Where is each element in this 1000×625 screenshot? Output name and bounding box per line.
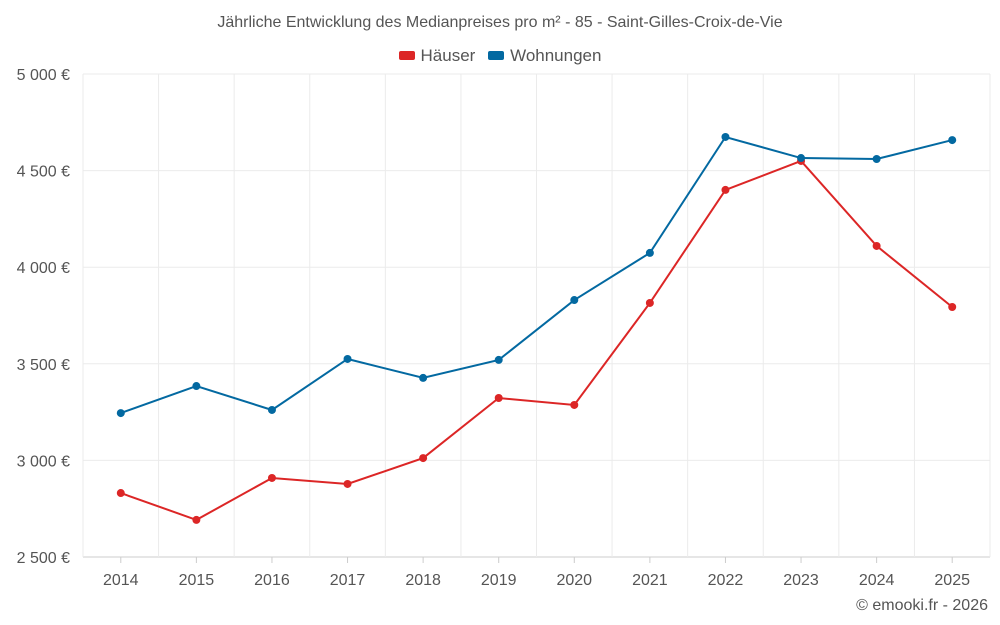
legend-label: Häuser (420, 45, 476, 65)
data-point-haeuser (721, 185, 730, 194)
data-point-wohnungen (267, 405, 276, 414)
data-point-wohnungen (116, 409, 125, 418)
data-point-haeuser (494, 393, 503, 402)
chart-title: Jährliche Entwicklung des Medianpreises … (217, 14, 783, 31)
x-tick-label: 2020 (556, 572, 592, 589)
series-line-wohnungen (120, 135, 953, 415)
data-point-haeuser (116, 489, 125, 498)
data-point-haeuser (645, 298, 654, 307)
data-point-haeuser (192, 515, 201, 524)
data-point-wohnungen (797, 154, 806, 163)
data-point-wohnungen (872, 155, 881, 164)
x-tick-label: 2017 (330, 572, 366, 589)
legend-swatch (488, 51, 505, 60)
y-tick-label: 4 500 € (17, 164, 70, 181)
credit: © emooki.fr - 2026 (856, 597, 988, 614)
legend-item-wohnungen[interactable]: Wohnungen (488, 46, 601, 66)
data-point-haeuser (570, 400, 579, 409)
x-tick-label: 2018 (405, 572, 441, 589)
data-point-wohnungen (645, 248, 654, 257)
legend-item-haeuser[interactable]: Häuser (398, 45, 476, 66)
data-point-wohnungen (570, 296, 579, 305)
legend-swatch (398, 51, 415, 60)
data-point-wohnungen (343, 354, 352, 363)
data-point-wohnungen (419, 373, 428, 382)
data-point-wohnungen (192, 382, 201, 391)
x-tick-label: 2019 (481, 572, 517, 589)
data-point-wohnungen (721, 132, 730, 141)
x-tick-label: 2021 (632, 572, 668, 589)
y-tick-label: 4 000 € (17, 260, 70, 277)
x-tick-label: 2015 (179, 572, 215, 589)
data-point-haeuser (343, 479, 352, 488)
data-point-haeuser (872, 241, 881, 250)
x-tick-label: 2022 (708, 572, 744, 589)
legend-label: Wohnungen (510, 45, 602, 65)
x-tick-label: 2023 (783, 572, 819, 589)
data-point-haeuser (948, 302, 957, 311)
data-point-haeuser (419, 454, 428, 463)
x-tick-label: 2024 (859, 572, 895, 589)
legend: Häuser Wohnungen (0, 45, 1000, 66)
x-tick-label: 2014 (103, 572, 139, 589)
y-tick-label: 3 500 € (17, 357, 70, 374)
x-tick-label: 2016 (254, 572, 290, 589)
x-tick-label: 2025 (934, 572, 970, 589)
data-point-wohnungen (948, 136, 957, 145)
series-line-haeuser (120, 159, 953, 521)
y-tick-label: 2 500 € (17, 550, 70, 567)
data-point-wohnungen (494, 355, 503, 364)
y-tick-label: 5 000 € (17, 67, 70, 84)
y-tick-label: 3 000 € (17, 453, 70, 470)
data-point-haeuser (267, 473, 276, 482)
